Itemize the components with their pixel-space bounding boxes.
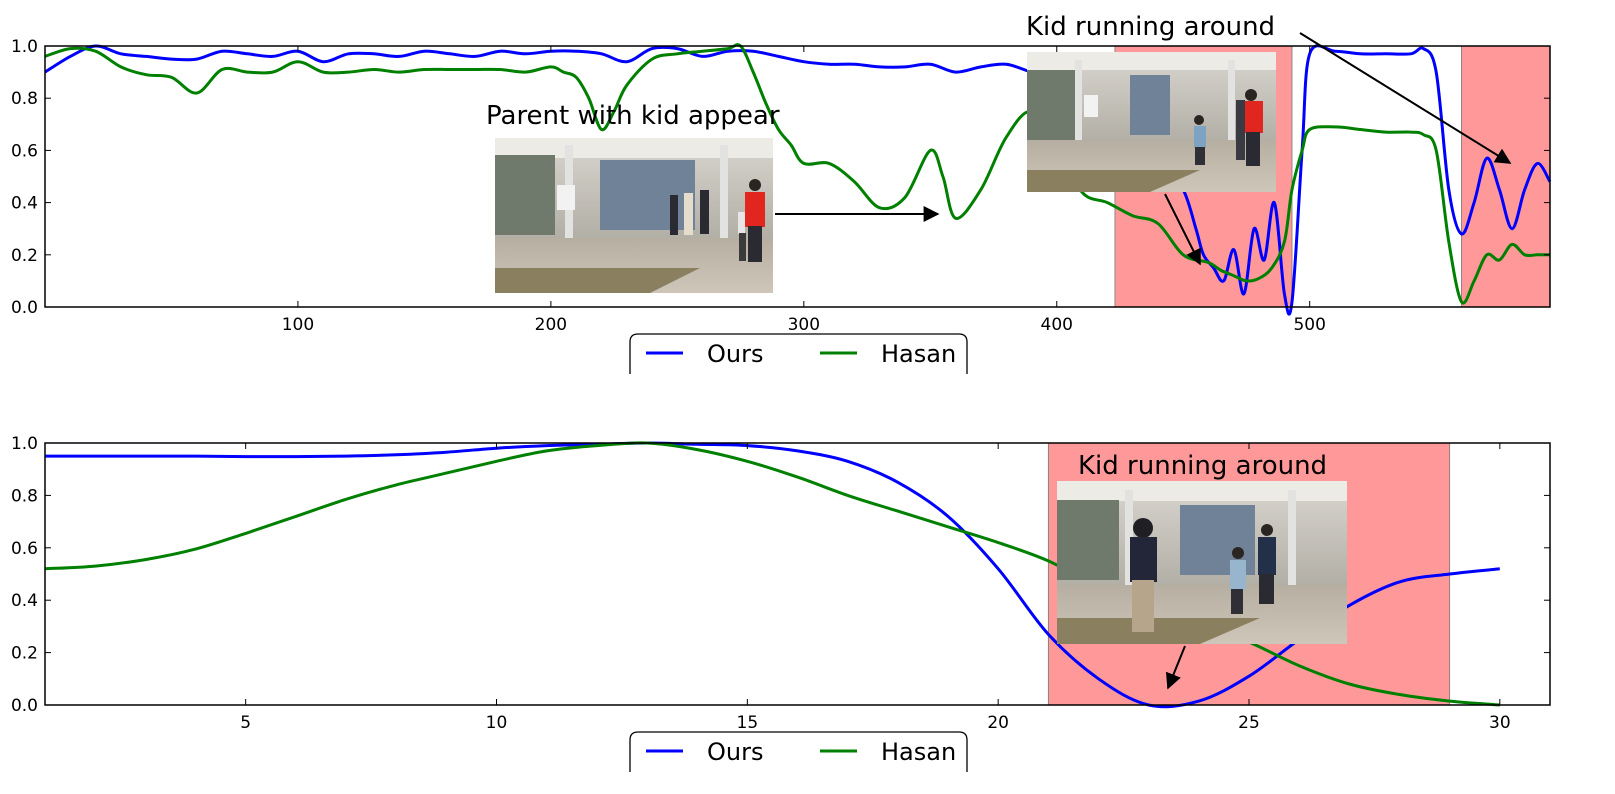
bottom-chart-panel: 5 10 15 20 25 30 0.0 0.2 0.4 0.6 0.8 1.0 Kid runni… (11, 434, 1551, 772)
legend: Ours Hasan (629, 333, 968, 374)
photo-kid-running-bottom (1057, 481, 1347, 644)
y-tick-label: 0.2 (11, 644, 38, 664)
photo-parent-with-kid (495, 138, 773, 293)
legend-label-ours: Ours (707, 738, 763, 766)
x-axis-ticks: 5 10 15 20 25 30 (240, 443, 1511, 733)
y-tick-label: 0.0 (11, 696, 38, 716)
legend-label-hasan: Hasan (881, 340, 956, 368)
y-tick-label: 1.0 (11, 37, 38, 57)
y-tick-label: 0.2 (11, 246, 38, 266)
x-axis-ticks: 100 200 300 400 500 (282, 46, 1326, 335)
series-line-ours (44, 44, 1552, 316)
plot-frame (44, 442, 1551, 706)
x-tick-label: 500 (1293, 315, 1325, 335)
photo-kid-running-top (1027, 52, 1276, 192)
y-tick-label: 1.0 (11, 434, 38, 454)
x-tick-label: 400 (1041, 315, 1073, 335)
arrow-kid-running-top-2 (1299, 32, 1512, 164)
annotation-kid-running-top: Kid running around (1026, 12, 1275, 42)
y-tick-label: 0.0 (11, 298, 38, 318)
x-tick-label: 15 (737, 713, 759, 733)
legend-label-hasan: Hasan (881, 738, 956, 766)
x-tick-label: 30 (1489, 713, 1511, 733)
x-tick-label: 10 (486, 713, 508, 733)
legend-label-ours: Ours (707, 340, 763, 368)
series-lines (44, 43, 1552, 316)
x-tick-label: 20 (987, 713, 1009, 733)
y-tick-label: 0.6 (11, 141, 38, 161)
annotation-parent-with-kid: Parent with kid appear (486, 101, 780, 131)
y-axis-ticks: 0.0 0.2 0.4 0.6 0.8 1.0 (11, 434, 1550, 716)
series-line-ours (44, 441, 1500, 709)
series-line-hasan (44, 43, 1551, 305)
y-tick-label: 0.8 (11, 89, 38, 109)
plot-frame (44, 45, 1551, 308)
arrow-kid-running-bottom (1165, 645, 1186, 690)
arrow-kid-running-top-1 (1164, 193, 1201, 266)
y-tick-label: 0.4 (11, 194, 38, 214)
y-axis-ticks: 0.0 0.2 0.4 0.6 0.8 1.0 (11, 37, 1550, 318)
y-tick-label: 0.8 (11, 486, 38, 506)
legend: Ours Hasan (629, 731, 968, 772)
x-tick-label: 100 (282, 315, 314, 335)
y-tick-label: 0.4 (11, 591, 38, 611)
highlight-region (1461, 45, 1551, 308)
x-tick-label: 25 (1238, 713, 1260, 733)
y-tick-label: 0.6 (11, 539, 38, 559)
annotation-kid-running-bottom: Kid running around (1078, 451, 1327, 481)
x-tick-label: 300 (788, 315, 820, 335)
top-chart-panel: 100 200 300 400 500 0.0 0.2 0.4 0.6 0.8 1.0 (11, 12, 1552, 374)
x-tick-label: 5 (240, 713, 251, 733)
x-tick-label: 200 (535, 315, 567, 335)
